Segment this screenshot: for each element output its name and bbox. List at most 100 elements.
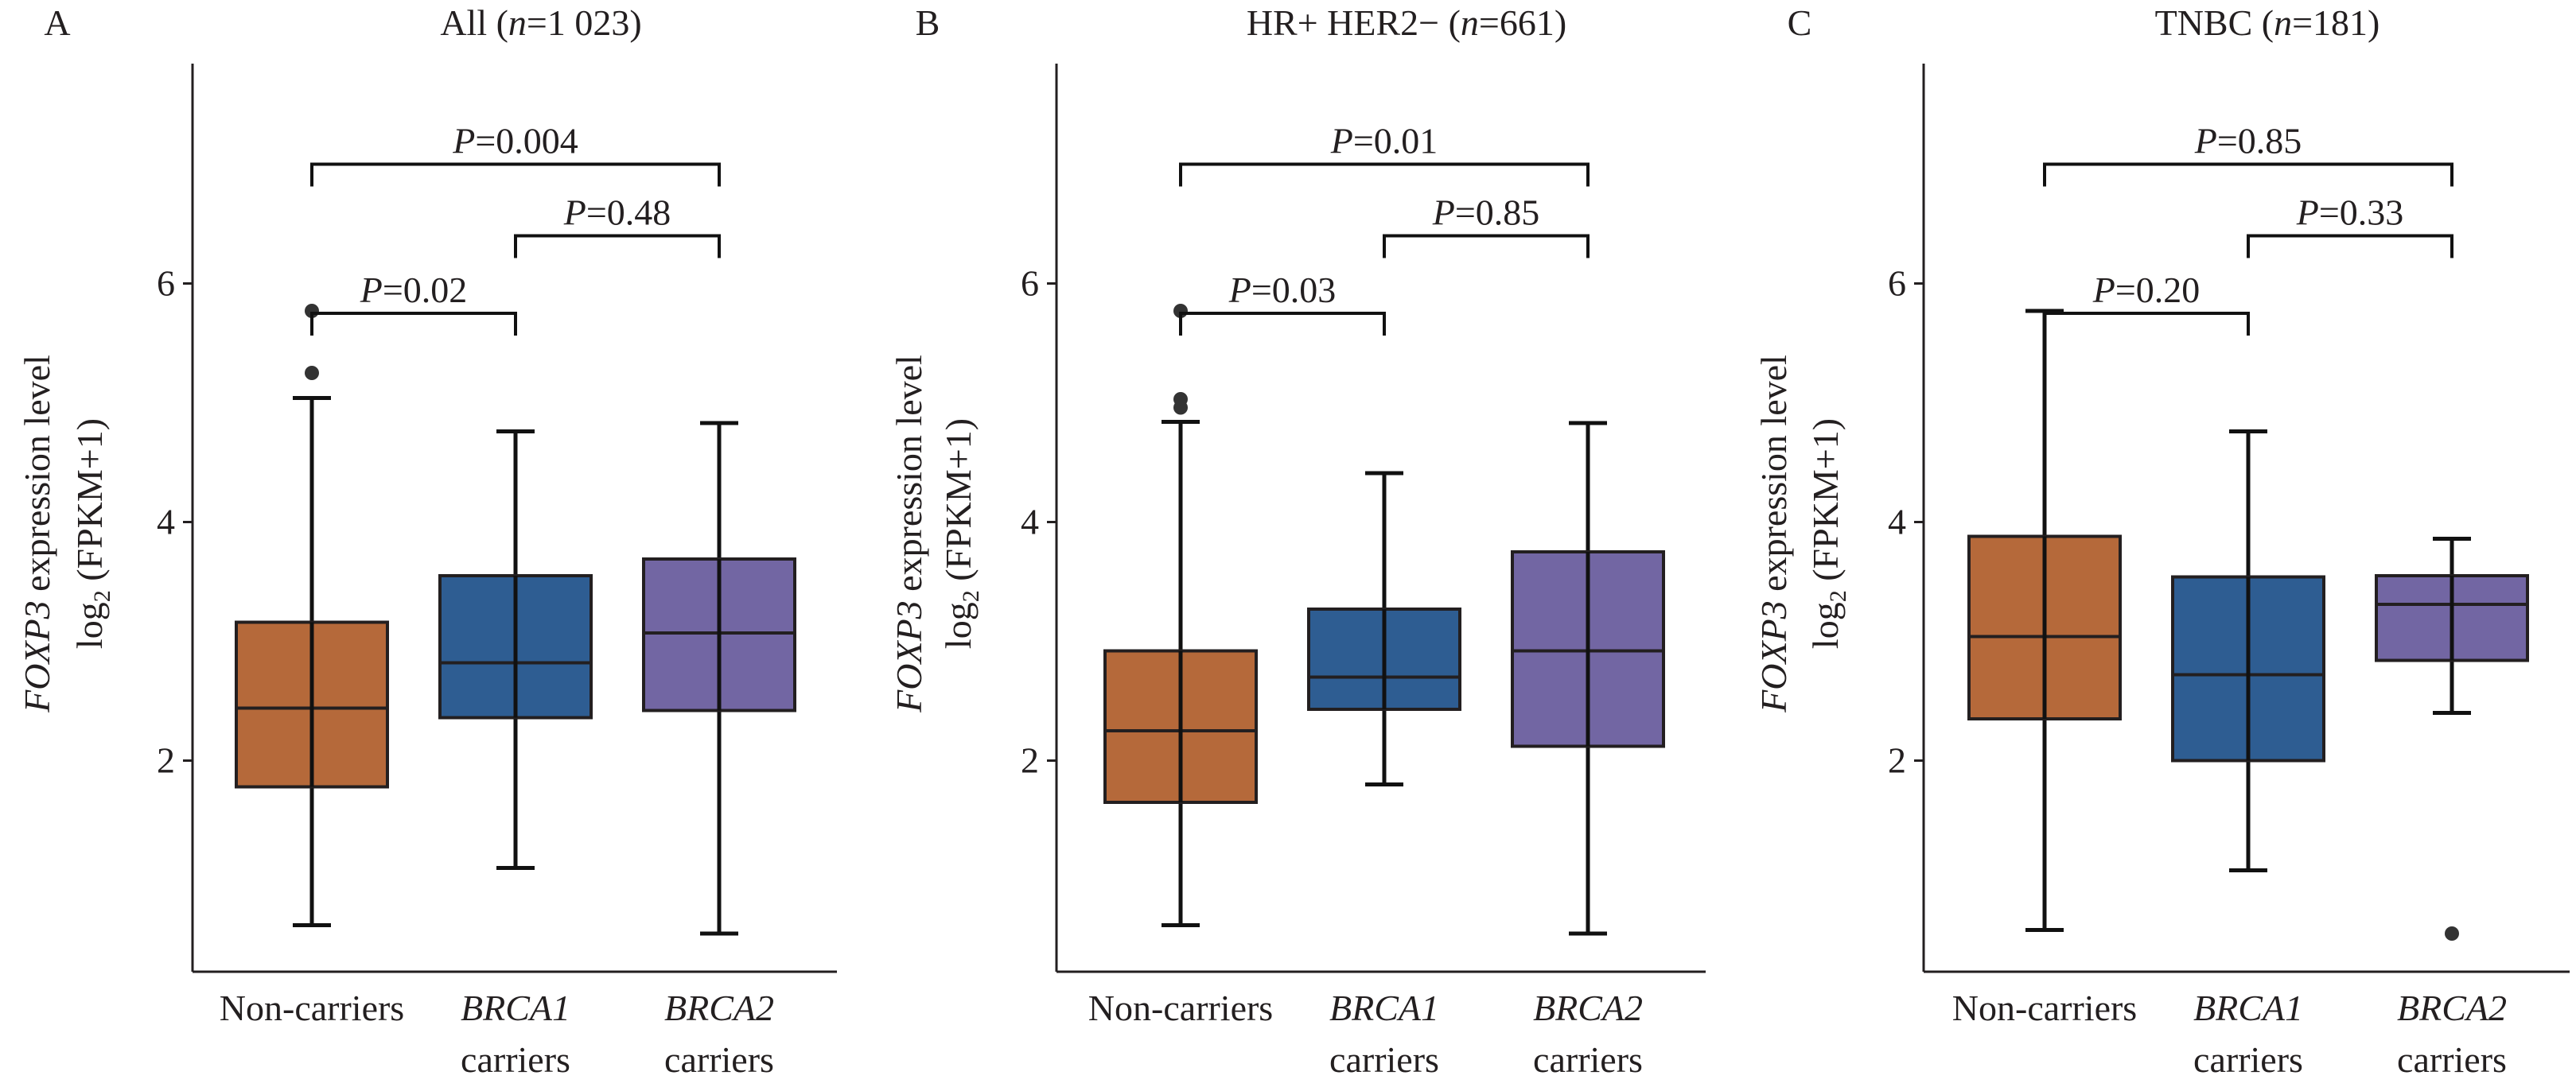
p-value-number: =0.20 bbox=[2115, 270, 2200, 310]
y-axis-label-unit: (FPKM+1) bbox=[1805, 418, 1846, 590]
significance-bracket bbox=[310, 162, 721, 187]
p-value-label: P=0.02 bbox=[360, 270, 468, 310]
y-axis-label-rest: expression level bbox=[889, 355, 929, 600]
y-axis-label-line1: FOXP3 expression level bbox=[17, 355, 57, 713]
y-tick-label: 4 bbox=[157, 502, 175, 542]
panel-title-prefix: HR+ HER2− ( bbox=[1247, 2, 1461, 43]
p-value-symbol: P bbox=[563, 192, 586, 233]
p-value-label: P=0.004 bbox=[452, 121, 578, 161]
outlier-point bbox=[2445, 926, 2459, 941]
category-label: Non-carriers bbox=[1088, 988, 1273, 1028]
p-value-symbol: P bbox=[2194, 121, 2217, 161]
y-axis-label-line2: log2 (FPKM+1) bbox=[69, 418, 115, 649]
p-value-number: =0.85 bbox=[2217, 121, 2302, 161]
category-label: BRCA1 bbox=[461, 988, 570, 1028]
panel-title-n-value: =181) bbox=[2292, 2, 2379, 43]
panel-letter: B bbox=[916, 2, 940, 43]
y-tick-label: 6 bbox=[1888, 263, 1906, 304]
p-value-symbol: P bbox=[1228, 270, 1251, 310]
p-value-number: =0.85 bbox=[1455, 192, 1539, 233]
panel-title-n-value: =661) bbox=[1479, 2, 1566, 43]
box-group bbox=[2375, 537, 2529, 941]
p-value-label: P=0.48 bbox=[563, 192, 671, 233]
y-axis-label-sub: 2 bbox=[958, 590, 984, 602]
p-value-symbol: P bbox=[360, 270, 383, 310]
panel-a: A All (n=1 023) 2 4 6 FOXP3 expression level l… bbox=[17, 2, 837, 1080]
outlier-point bbox=[1173, 392, 1188, 406]
y-axis-label-line2: log2 (FPKM+1) bbox=[1805, 418, 1851, 649]
p-value-label: P=0.85 bbox=[2194, 121, 2302, 161]
box-group bbox=[438, 429, 593, 870]
p-value-symbol: P bbox=[2296, 192, 2319, 233]
significance-bracket bbox=[1179, 312, 1386, 336]
category-label: BRCA1 bbox=[2193, 988, 2303, 1028]
y-tick-label: 2 bbox=[1021, 740, 1039, 781]
p-value-number: =0.03 bbox=[1251, 270, 1336, 310]
y-axis-label-log: log bbox=[69, 602, 110, 649]
p-value-number: =0.33 bbox=[2319, 192, 2403, 233]
box-group bbox=[2171, 429, 2325, 872]
y-axis-label-sub: 2 bbox=[1825, 590, 1851, 602]
p-value-label: P=0.03 bbox=[1228, 270, 1337, 310]
outlier-point bbox=[305, 366, 319, 380]
box-group bbox=[1511, 421, 1665, 936]
box-group bbox=[1103, 304, 1258, 927]
y-axis-label-rest: expression level bbox=[17, 355, 57, 600]
y-tick-label: 2 bbox=[157, 740, 175, 781]
y-axis-label-line1: FOXP3 expression level bbox=[1753, 355, 1794, 713]
panel-title-prefix: TNBC ( bbox=[2155, 2, 2274, 43]
p-value-symbol: P bbox=[2092, 270, 2115, 310]
y-axis-label-gene: FOXP3 bbox=[17, 600, 57, 713]
category-label-line2: carriers bbox=[1533, 1039, 1643, 1080]
y-tick-label: 6 bbox=[1021, 263, 1039, 304]
category-label-line2: carriers bbox=[2193, 1039, 2303, 1080]
box-group bbox=[1307, 471, 1461, 786]
panel-title-n-symbol: n bbox=[2274, 2, 2292, 43]
panel-title: HR+ HER2− (n=661) bbox=[1247, 2, 1566, 43]
y-axis-label-unit: (FPKM+1) bbox=[938, 418, 979, 590]
category-label-line2: carriers bbox=[1329, 1039, 1439, 1080]
y-axis-label-unit: (FPKM+1) bbox=[69, 418, 110, 590]
significance-bracket bbox=[514, 234, 721, 258]
panel-letter: A bbox=[44, 2, 70, 43]
y-axis-label-gene: FOXP3 bbox=[1753, 600, 1794, 713]
box-group bbox=[235, 304, 389, 927]
y-tick-label: 4 bbox=[1888, 502, 1906, 542]
y-axis-label-line2: log2 (FPKM+1) bbox=[938, 418, 984, 649]
category-label: BRCA1 bbox=[1329, 988, 1439, 1028]
box-group bbox=[642, 421, 796, 936]
p-value-label: P=0.20 bbox=[2092, 270, 2200, 310]
y-axis-label-log: log bbox=[1805, 602, 1846, 649]
p-value-number: =0.01 bbox=[1353, 121, 1438, 161]
y-tick-label: 4 bbox=[1021, 502, 1039, 542]
y-axis-label-line1: FOXP3 expression level bbox=[889, 355, 929, 713]
p-value-number: =0.004 bbox=[475, 121, 578, 161]
category-label: BRCA2 bbox=[664, 988, 774, 1028]
panel-title-prefix: All ( bbox=[440, 2, 508, 43]
panel-letter: C bbox=[1788, 2, 1812, 43]
y-axis-label-log: log bbox=[938, 602, 979, 649]
panel-title-n-symbol: n bbox=[1461, 2, 1479, 43]
significance-bracket bbox=[1179, 162, 1590, 187]
p-value-label: P=0.85 bbox=[1432, 192, 1540, 233]
significance-bracket bbox=[1383, 234, 1590, 258]
panel-title: TNBC (n=181) bbox=[2155, 2, 2380, 43]
p-value-label: P=0.01 bbox=[1330, 121, 1438, 161]
p-value-number: =0.02 bbox=[383, 270, 467, 310]
panel-title-n-symbol: n bbox=[508, 2, 527, 43]
category-label-line2: carriers bbox=[461, 1039, 570, 1080]
category-label: Non-carriers bbox=[220, 988, 404, 1028]
y-tick-label: 2 bbox=[1888, 740, 1906, 781]
panel-c: C TNBC (n=181) 2 4 6 FOXP3 expression level lo… bbox=[1753, 2, 2570, 1080]
panel-b: B HR+ HER2− (n=661) 2 4 6 FOXP3 expression le… bbox=[889, 2, 1706, 1080]
y-axis-label-sub: 2 bbox=[89, 590, 115, 602]
category-label-line2: carriers bbox=[664, 1039, 774, 1080]
significance-bracket bbox=[2247, 234, 2453, 258]
p-value-symbol: P bbox=[1330, 121, 1353, 161]
significance-bracket bbox=[310, 312, 517, 336]
significance-bracket bbox=[2043, 162, 2453, 187]
panel-title: All (n=1 023) bbox=[440, 2, 641, 43]
y-axis-label-gene: FOXP3 bbox=[889, 600, 929, 713]
p-value-label: P=0.33 bbox=[2296, 192, 2404, 233]
